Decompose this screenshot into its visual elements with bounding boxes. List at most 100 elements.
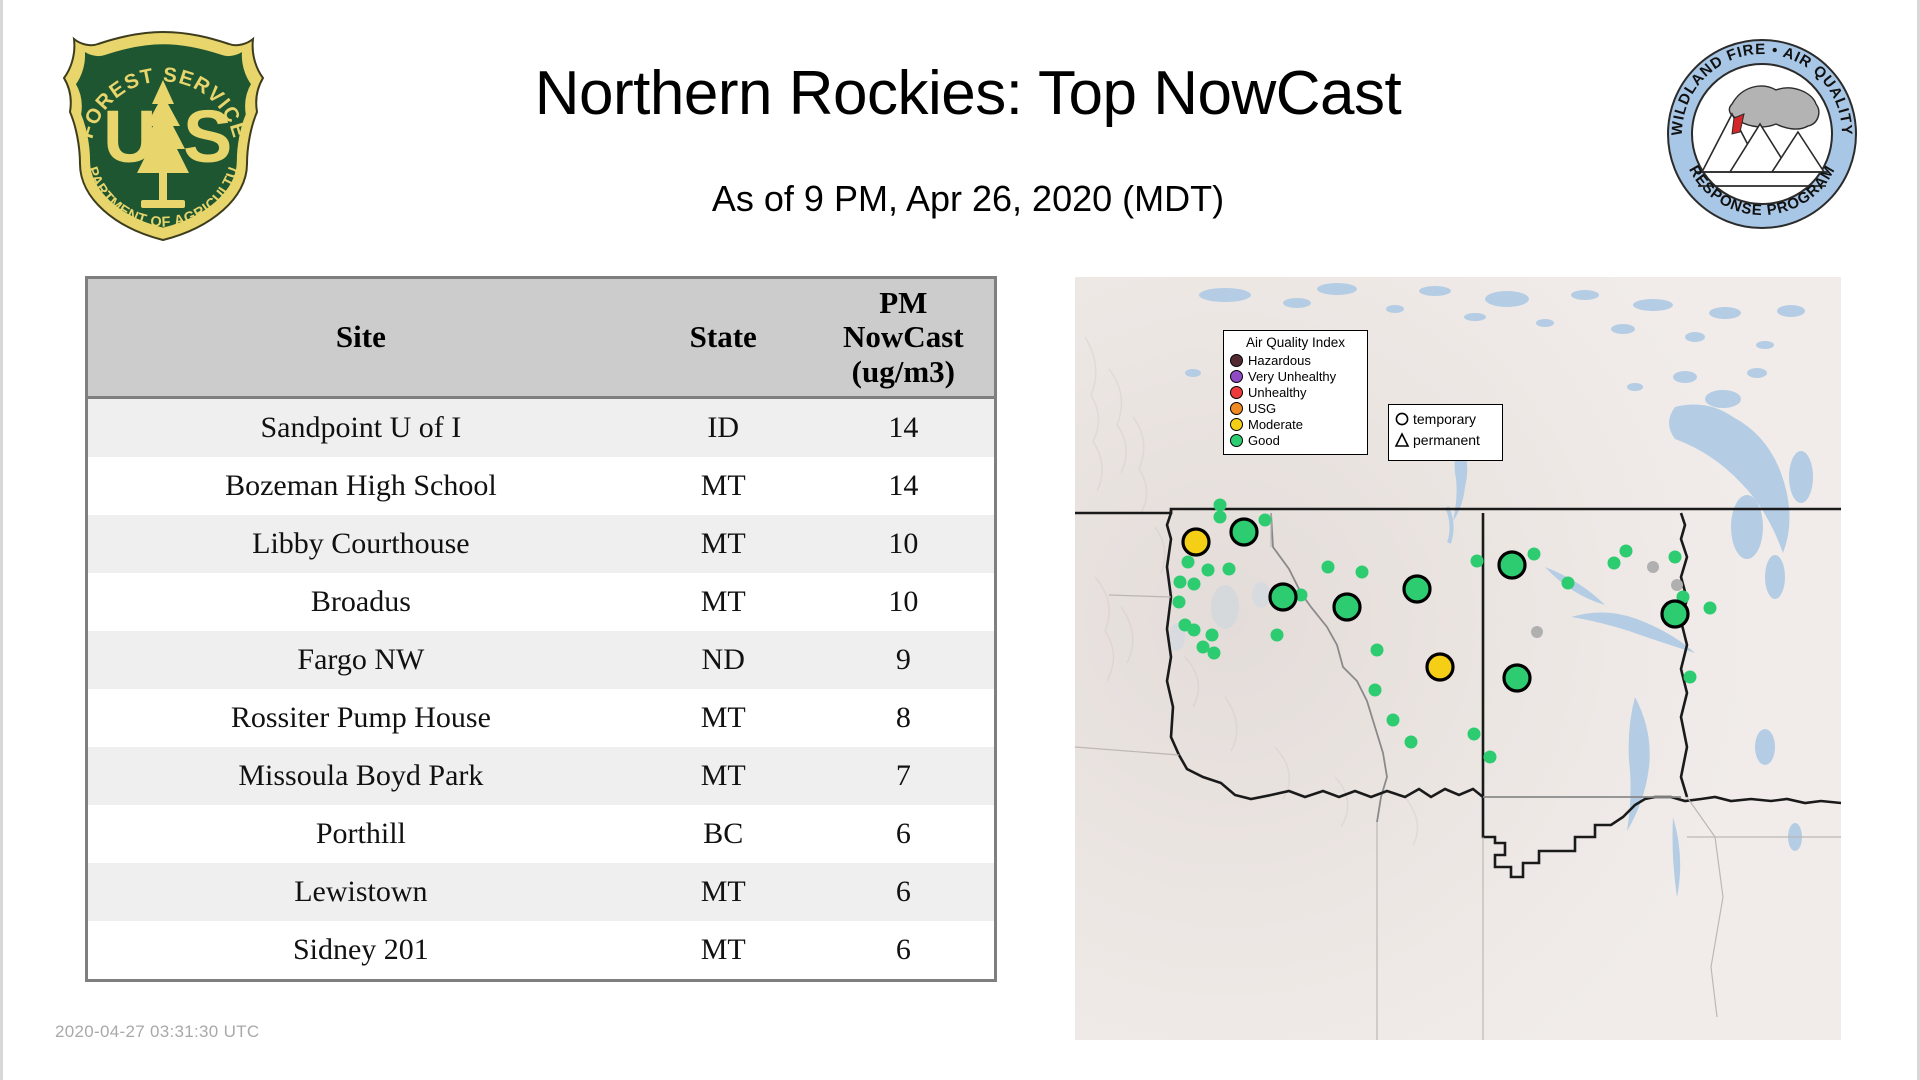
small-monitor-dots	[1172, 498, 1717, 764]
aqi-label-usg: USG	[1248, 400, 1277, 416]
pm-header-line-2: NowCast	[843, 319, 964, 355]
cell-state: MT	[633, 573, 813, 631]
cell-pm: 10	[812, 573, 994, 631]
page-subtitle: As of 9 PM, Apr 26, 2020 (MDT)	[711, 178, 1225, 219]
wfaqrp-logo: WILDLAND FIRE • AIR QUALITY RESPONSE PRO…	[1666, 38, 1858, 230]
cell-site: Broadus	[88, 573, 634, 631]
monitor-dot	[1196, 640, 1210, 654]
aqi-label-hazardous: Hazardous	[1248, 352, 1311, 368]
column-header-site: Site	[88, 279, 634, 399]
table-row: Fargo NW ND 9	[88, 631, 994, 689]
aqi-legend-item-good: Good	[1230, 432, 1361, 448]
air-quality-monitor-map[interactable]: Air Quality Index Hazardous Very Unhealt…	[1075, 277, 1841, 1040]
us-forest-service-shield-logo: FOREST SERVICE DEPARTMENT OF AGRICULTURE…	[55, 18, 266, 242]
column-header-state: State	[633, 279, 813, 399]
monitor-dot	[1187, 623, 1201, 637]
table-row: Rossiter Pump House MT 8	[88, 689, 994, 747]
legend-label-temporary: temporary	[1413, 410, 1477, 427]
cell-site: Lewistown	[88, 863, 634, 921]
monitor-dot	[1467, 727, 1481, 741]
monitor-dot	[1647, 561, 1659, 573]
aqi-legend-item-unhealthy: Unhealthy	[1230, 384, 1361, 400]
aqi-legend-item-very-unhealthy: Very Unhealthy	[1230, 368, 1361, 384]
cell-state: ND	[633, 631, 813, 689]
monitor-dot	[1270, 628, 1284, 642]
table-row: Porthill BC 6	[88, 805, 994, 863]
cell-site: Sandpoint U of I	[88, 397, 634, 457]
monitor-dot	[1172, 595, 1186, 609]
terrain-relief-shading	[1084, 336, 1419, 846]
column-header-pm-nowcast: PM NowCast (ug/m3)	[812, 279, 994, 399]
cell-state: MT	[633, 747, 813, 805]
smoke-plume-icon	[1728, 85, 1820, 130]
monitor-type-legend: temporary permanent	[1388, 404, 1503, 461]
monitor-dot	[1213, 510, 1227, 524]
aqi-label-good: Good	[1248, 432, 1280, 448]
cell-state: ID	[633, 397, 813, 457]
cell-site: Porthill	[88, 805, 634, 863]
top-site-markers[interactable]	[1181, 517, 1690, 693]
aqi-legend-item-usg: USG	[1230, 400, 1361, 416]
aqi-swatch-hazardous	[1230, 353, 1243, 367]
cell-state: MT	[633, 515, 813, 573]
table-row: Bozeman High School MT 14	[88, 457, 994, 515]
map-water-bodies	[1169, 283, 1813, 897]
monitor-dot	[1213, 498, 1227, 512]
cell-pm: 14	[812, 397, 994, 457]
table-row: Libby Courthouse MT 10	[88, 515, 994, 573]
cell-site: Libby Courthouse	[88, 515, 634, 573]
aqi-legend: Air Quality Index Hazardous Very Unhealt…	[1223, 330, 1368, 455]
monitor-dot	[1483, 750, 1497, 764]
monitor-dot	[1561, 576, 1575, 590]
aqi-swatch-good	[1230, 433, 1243, 447]
monitor-dot	[1321, 560, 1335, 574]
cell-state: MT	[633, 921, 813, 979]
table-row: Sidney 201 MT 6	[88, 921, 994, 979]
aqi-legend-title: Air Quality Index	[1245, 335, 1346, 350]
page-title: Northern Rockies: Top NowCast	[534, 59, 1402, 128]
site-marker-libby-courthouse	[1229, 517, 1259, 547]
cell-site: Fargo NW	[88, 631, 634, 689]
interior-lines	[1075, 513, 1841, 1040]
aqi-swatch-unhealthy	[1230, 385, 1243, 399]
monitor-dot	[1703, 601, 1717, 615]
cell-pm: 6	[812, 805, 994, 863]
site-marker-fargo-nw	[1660, 599, 1690, 629]
cell-pm: 8	[812, 689, 994, 747]
cell-pm: 14	[812, 457, 994, 515]
site-marker-missoula-boyd-park	[1268, 582, 1298, 612]
monitor-dot	[1368, 683, 1382, 697]
cell-state: BC	[633, 805, 813, 863]
legend-item-temporary: temporary	[1394, 408, 1497, 429]
monitor-dot	[1404, 735, 1418, 749]
table-row: Broadus MT 10	[88, 573, 994, 631]
pm-header-line-3: (ug/m3)	[851, 353, 955, 389]
cell-state: MT	[633, 457, 813, 515]
monitor-dot	[1258, 513, 1272, 527]
monitor-dot	[1294, 588, 1308, 602]
table-row: Missoula Boyd Park MT 7	[88, 747, 994, 805]
site-marker-broadus	[1502, 663, 1532, 693]
aqi-legend-item-moderate: Moderate	[1230, 416, 1361, 432]
aqi-legend-item-hazardous: Hazardous	[1230, 352, 1361, 368]
pm-header-line-1: PM	[879, 285, 928, 321]
legend-label-permanent: permanent	[1413, 431, 1480, 448]
aqi-swatch-moderate	[1230, 417, 1243, 431]
monitor-dot	[1619, 544, 1633, 558]
monitor-dot	[1205, 628, 1219, 642]
aqi-label-unhealthy: Unhealthy	[1248, 384, 1307, 400]
cell-pm: 9	[812, 631, 994, 689]
triangle-icon	[1394, 431, 1410, 449]
aqi-label-very-unhealthy: Very Unhealthy	[1248, 368, 1337, 384]
site-marker-porthill	[1181, 527, 1211, 557]
cell-site: Bozeman High School	[88, 457, 634, 515]
state-boundaries	[1075, 507, 1841, 879]
legend-item-permanent: permanent	[1394, 429, 1497, 450]
circle-icon	[1394, 410, 1410, 428]
cell-pm: 7	[812, 747, 994, 805]
monitor-dot	[1370, 643, 1384, 657]
monitor-dot	[1470, 554, 1484, 568]
monitor-dot	[1355, 565, 1369, 579]
pine-tree-icon	[137, 80, 189, 208]
cell-site: Sidney 201	[88, 921, 634, 979]
